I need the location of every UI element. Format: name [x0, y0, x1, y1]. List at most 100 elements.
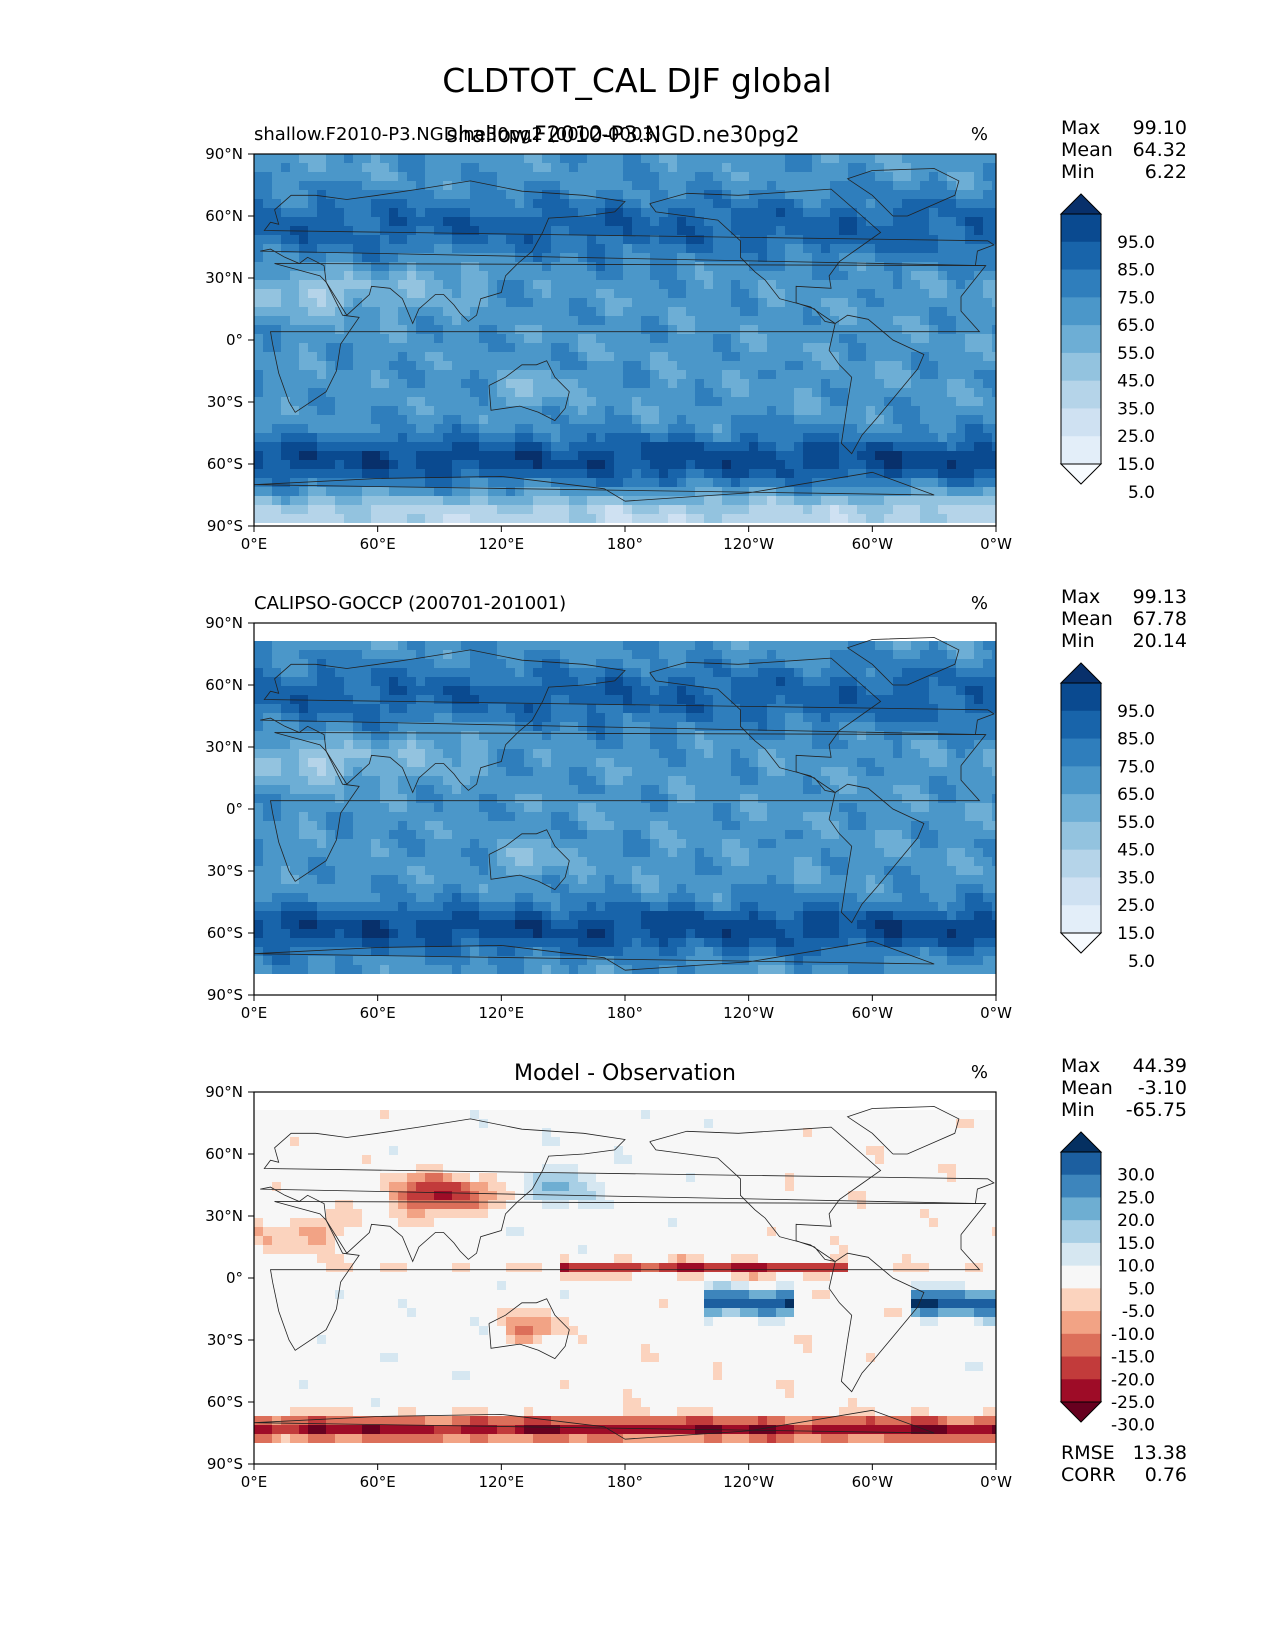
colorbar-extend-max [1059, 193, 1103, 215]
colorbar-segment [1061, 1288, 1101, 1312]
colorbar-tick-label: 75.0 [1117, 757, 1155, 777]
colorbar-segment [1061, 1174, 1101, 1198]
stat-value-rmse: 13.38 [1133, 1442, 1187, 1464]
coastlines [254, 168, 995, 502]
stat-value-max: 44.39 [1133, 1055, 1187, 1077]
colorbar-segment [1061, 1152, 1101, 1176]
lon-tick-label: 120°W [723, 535, 774, 553]
colorbar-tick-label: 65.0 [1117, 785, 1155, 805]
colorbar-tick-label: 25.0 [1117, 427, 1155, 447]
colorbar-tick-label: 15.0 [1117, 455, 1155, 475]
colorbar-segment [1061, 352, 1101, 382]
lon-tick-label: 120°W [723, 1473, 774, 1491]
lon-tick-label: 180° [607, 1473, 643, 1491]
stat-value-mean: 67.78 [1133, 608, 1187, 630]
colorbar-tick-label: 65.0 [1117, 316, 1155, 336]
colorbar-segment [1061, 794, 1101, 823]
panel-test: 90°N 60°N 30°N 0° 30°S 60°S 90°S0°E 60°E 120°E 18… [205, 117, 1187, 553]
stat-label-mean: Mean [1061, 608, 1113, 630]
lat-tick-label: 60°N [205, 207, 243, 225]
lon-tick-label: 120°E [479, 535, 525, 553]
lat-tick-label: 0° [226, 331, 243, 349]
lat-tick-label: 30°N [205, 269, 243, 287]
colorbar: 95.0 85.0 75.0 65.0 55.0 45.0 35.0 25.0 15.0 5.0 [1059, 662, 1155, 972]
colorbar-segment [1061, 1333, 1101, 1358]
stat-value-min: -65.75 [1126, 1099, 1187, 1121]
panel-units: % [971, 593, 988, 614]
colorbar-tick-label: 95.0 [1117, 233, 1155, 253]
colorbar-segment [1061, 1197, 1101, 1221]
colorbar-segment [1061, 408, 1101, 437]
colorbar-tick-label: 85.0 [1117, 261, 1155, 281]
colorbar-segment [1061, 241, 1101, 271]
colorbar-segment [1061, 821, 1101, 851]
colorbar-tick-label: 75.0 [1117, 288, 1155, 308]
lon-tick-label: 60°W [852, 535, 894, 553]
lon-tick-label: 180° [607, 1004, 643, 1022]
lat-tick-label: 60°N [205, 676, 243, 694]
stat-label-min: Min [1061, 630, 1095, 652]
map-field [254, 154, 996, 526]
colorbar-segment [1061, 380, 1101, 409]
colorbar-tick-label: 25.0 [1117, 1188, 1155, 1208]
lon-tick-label: 0°E [241, 1004, 268, 1022]
lon-tick-label: 60°W [852, 1004, 894, 1022]
stat-label-min: Min [1061, 1099, 1095, 1121]
lon-tick-label: 0°W [980, 1004, 1012, 1022]
colorbar-segment [1061, 1242, 1101, 1267]
lat-tick-label: 90°N [205, 145, 243, 163]
colorbar-segment [1061, 905, 1101, 934]
lat-tick-label: 60°S [207, 924, 243, 942]
colorbar-segment [1061, 436, 1101, 465]
colorbar-tick-label: 85.0 [1117, 730, 1155, 750]
colorbar-segment [1061, 297, 1101, 326]
panel-reference: 90°N 60°N 30°N 0° 30°S 60°S 90°S0°E 60°E 120°E 18… [205, 586, 1187, 1022]
colorbar-segment [1061, 1220, 1101, 1244]
lat-tick-label: 90°S [207, 517, 243, 535]
colorbar-segment [1061, 877, 1101, 906]
stat-label-rmse: RMSE [1061, 1442, 1115, 1464]
colorbar: 95.0 85.0 75.0 65.0 55.0 45.0 35.0 25.0 15.0 5.0 [1059, 193, 1155, 503]
lon-tick-label: 0°W [980, 1473, 1012, 1491]
colorbar-tick-label: -20.0 [1111, 1370, 1155, 1390]
colorbar-segment [1061, 1265, 1101, 1289]
lon-tick-label: 0°E [241, 535, 268, 553]
figure-title: CLDTOT_CAL DJF global [442, 61, 831, 100]
colorbar-segment [1061, 269, 1101, 298]
lon-tick-label: 0°E [241, 1473, 268, 1491]
stat-value-corr: 0.76 [1145, 1464, 1187, 1486]
panel-left-title: shallow.F2010-P3.NGD.ne30pg2 (0002-0003) [254, 124, 661, 145]
colorbar-segment [1061, 766, 1101, 795]
stat-label-max: Max [1061, 1055, 1100, 1077]
colorbar-segment [1061, 738, 1101, 767]
map-field [254, 623, 996, 995]
panel-left-title: CALIPSO-GOCCP (200701-201001) [254, 593, 566, 614]
lon-tick-label: 180° [607, 535, 643, 553]
panel-difference: 90°N 60°N 30°N 0° 30°S 60°S 90°S0°E 60°E 120°E 18… [205, 1055, 1187, 1491]
lat-tick-label: 60°S [207, 455, 243, 473]
colorbar-segment [1061, 1311, 1101, 1335]
colorbar-extend-min [1059, 463, 1103, 485]
colorbar-extend-min [1059, 1401, 1103, 1423]
lat-tick-label: 60°N [205, 1145, 243, 1163]
lat-tick-label: 0° [226, 800, 243, 818]
colorbar-tick-label: -25.0 [1111, 1393, 1155, 1413]
lat-tick-label: 30°S [207, 862, 243, 880]
lon-tick-label: 60°E [360, 1473, 396, 1491]
colorbar-tick-label: 5.0 [1128, 483, 1155, 503]
coastlines [254, 1106, 995, 1440]
colorbar-extend-max [1059, 662, 1103, 684]
lon-tick-label: 120°W [723, 1004, 774, 1022]
colorbar-tick-label: -15.0 [1111, 1348, 1155, 1368]
lat-tick-label: 60°S [207, 1393, 243, 1411]
lon-tick-label: 60°E [360, 1004, 396, 1022]
panel-center-title: Model - Observation [514, 1061, 736, 1086]
stat-value-mean: -3.10 [1138, 1077, 1187, 1099]
colorbar-tick-label: 5.0 [1128, 1279, 1155, 1299]
lat-tick-label: 90°N [205, 1083, 243, 1101]
lat-tick-label: 0° [226, 1269, 243, 1287]
stat-label-mean: Mean [1061, 1077, 1113, 1099]
colorbar-segment [1061, 214, 1101, 243]
coastlines [254, 637, 995, 971]
stat-value-max: 99.10 [1133, 117, 1187, 139]
